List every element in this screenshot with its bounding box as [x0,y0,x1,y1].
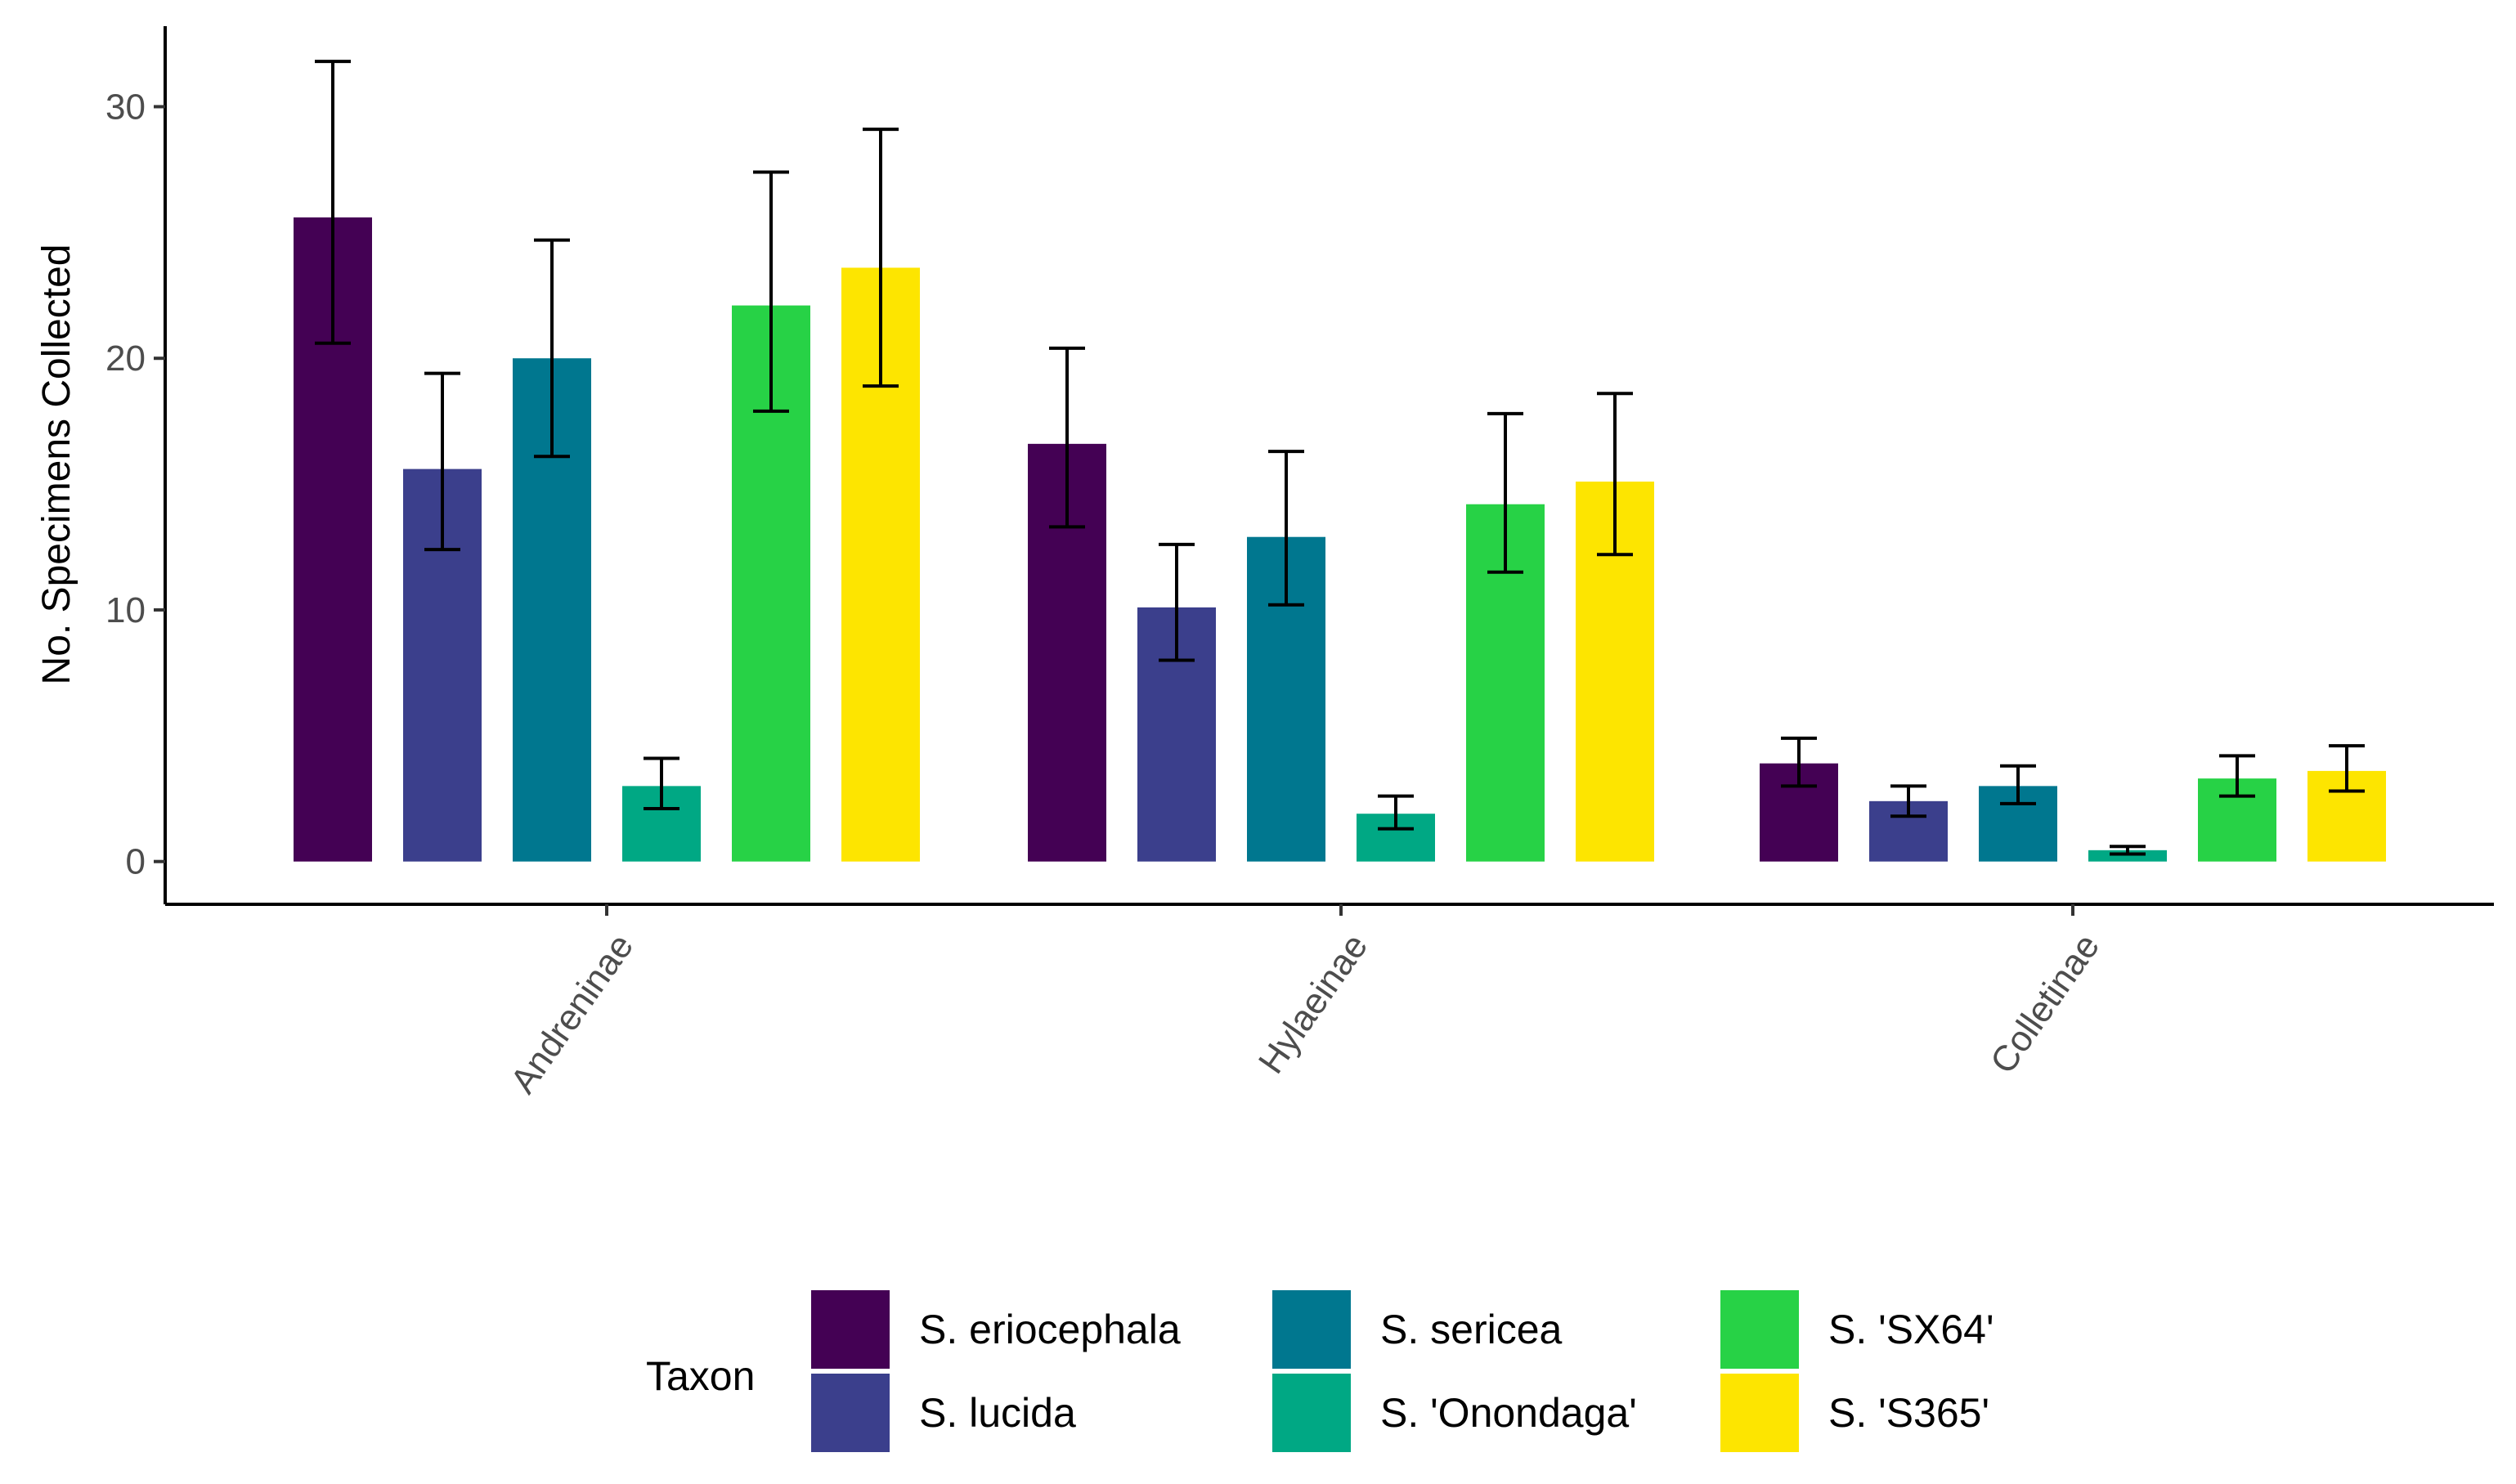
error-bar-andreninae-1 [424,371,460,552]
legend-item: S. eriocephala [811,1290,1181,1369]
legend-title: Taxon [646,1353,755,1399]
x-category-label: Hylaeinae [1251,927,1375,1081]
y-tick-label: 30 [105,87,146,127]
error-bar-colletinae-1 [1890,784,1926,818]
legend-item: S. sericea [1272,1290,1563,1369]
x-category-labels: Andreninae Hylaeinae Colletinae [503,904,2107,1101]
error-bar-andreninae-5 [863,128,899,388]
axes [164,26,2494,906]
error-bar-hylaeinae-4 [1487,411,1523,574]
legend-item: S. 'S365' [1720,1374,1989,1452]
error-bar-hylaeinae-5 [1597,392,1633,557]
legend-label: S. sericea [1380,1307,1563,1352]
legend-label: S. lucida [919,1390,1076,1436]
legend-key [1272,1374,1351,1452]
legend-key [1720,1374,1799,1452]
legend-key [811,1290,890,1369]
error-bar-colletinae-3 [2110,845,2146,856]
legend-key [1272,1290,1351,1369]
error-bar-colletinae-0 [1781,736,1817,788]
x-category-label: Colletinae [1983,927,2107,1081]
error-bar-andreninae-0 [315,60,351,345]
y-tick-label: 20 [105,338,146,379]
error-bar-andreninae-3 [644,756,679,811]
y-tick-label: 10 [105,590,146,630]
error-bar-andreninae-4 [753,170,789,413]
legend-label: S. eriocephala [919,1307,1181,1352]
legend: Taxon S. eriocephala S. lucida S. sericea S… [646,1290,1994,1452]
legend-label: S. 'S365' [1828,1390,1989,1436]
legend-item: S. lucida [811,1374,1076,1452]
error-bar-colletinae-5 [2329,744,2365,793]
error-bar-hylaeinae-3 [1378,794,1414,831]
y-ticks: 0 10 20 30 [105,87,165,882]
legend-item: S. 'SX64' [1720,1290,1994,1369]
legend-key [811,1374,890,1452]
error-bar-hylaeinae-2 [1268,450,1304,607]
x-category-label: Andreninae [503,927,641,1101]
error-bar-hylaeinae-1 [1159,542,1195,662]
legend-label: S. 'SX64' [1828,1307,1994,1352]
error-bar-hylaeinae-0 [1049,346,1085,529]
legend-label: S. 'Onondaga' [1380,1390,1637,1436]
error-bar-andreninae-2 [534,238,570,459]
error-bar-colletinae-4 [2219,754,2255,798]
y-axis-title: No. Specimens Collected [35,244,78,685]
error-bar-colletinae-2 [2000,764,2036,805]
legend-key [1720,1290,1799,1369]
legend-item: S. 'Onondaga' [1272,1374,1637,1452]
plot-area [294,60,2386,862]
bar-colletinae-3 [2088,850,2167,862]
y-tick-label: 0 [126,842,146,882]
